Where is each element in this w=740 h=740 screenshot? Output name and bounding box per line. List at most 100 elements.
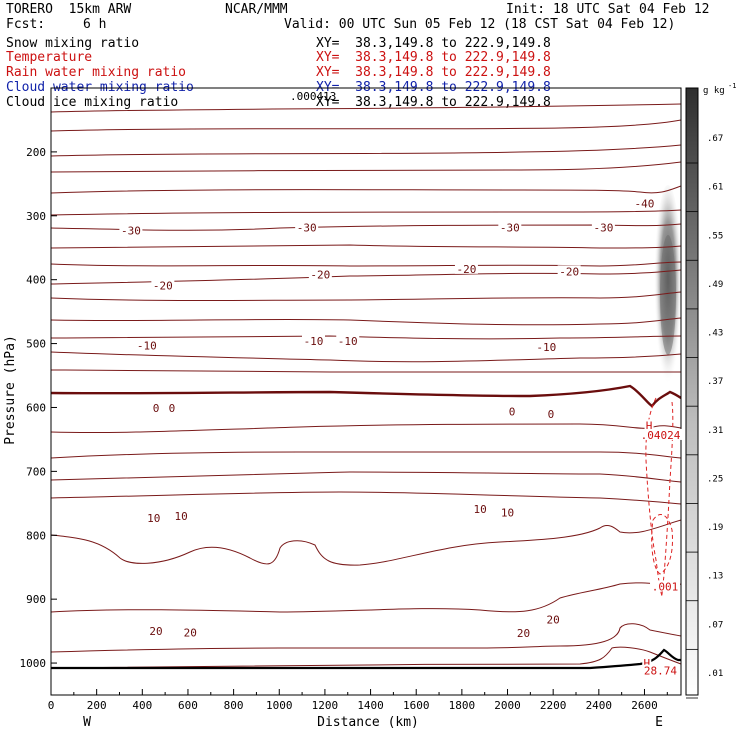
- isotherm-line: [51, 492, 681, 504]
- isotherm-label: 10: [474, 503, 487, 516]
- y-tick-label: 800: [26, 529, 46, 542]
- isotherm-label: 0: [153, 402, 160, 415]
- colorbar-unit-exponent: -1: [728, 82, 736, 90]
- isotherm-label: -10: [338, 335, 358, 348]
- isotherm-label: -10: [304, 335, 324, 348]
- surface-label: 28.74: [644, 665, 677, 678]
- isotherm-label: -20: [310, 269, 330, 282]
- isotherm-label: 10: [501, 506, 514, 519]
- y-tick-label: 400: [26, 274, 46, 287]
- isotherm-line: [51, 336, 681, 339]
- colorbar-label: .07: [707, 620, 723, 630]
- rain-contour-label: .04024: [641, 429, 681, 442]
- isotherm-line: [51, 452, 681, 458]
- west-label: W: [83, 715, 91, 730]
- colorbar-label: .43: [707, 329, 723, 339]
- isotherm-label: 0: [169, 402, 176, 415]
- y-tick-label: 900: [26, 593, 46, 606]
- isotherm-zero-line: [51, 386, 681, 406]
- isotherm-label: -10: [137, 339, 157, 352]
- contour-labels: -40 -30 -30 -30 -30 -20 -20 -20 -20 -10 -10 -10 -10 0…: [119, 198, 682, 678]
- y-tick-label: 600: [26, 401, 46, 414]
- colorbar: .01 .07 .13 .19 .25 .31 .37 .43 .49 .55 .61 .67: [686, 88, 723, 698]
- isotherm-line: [51, 472, 681, 482]
- rain-contour-label: .001: [652, 580, 679, 593]
- isotherm-line: [51, 318, 681, 325]
- isotherm-label: 20: [184, 626, 197, 639]
- snow-shading-core: [660, 235, 676, 355]
- isotherm-label: 0: [509, 405, 516, 418]
- isotherm-label: -20: [456, 263, 476, 276]
- colorbar-label: .31: [707, 426, 723, 436]
- isotherm-label: -30: [121, 224, 141, 237]
- x-tick-label: 1800: [449, 699, 476, 712]
- x-tick-label: 2200: [540, 699, 567, 712]
- isotherm-label: 20: [149, 625, 162, 638]
- x-tick-label: 1400: [357, 699, 384, 712]
- x-tick-label: 2600: [631, 699, 658, 712]
- isotherm-label: -30: [297, 221, 317, 234]
- isotherm-line: [51, 424, 681, 433]
- isotherm-label: 10: [174, 510, 187, 523]
- isotherm-line: [51, 262, 681, 266]
- cross-section-chart: 0 200 400 600 800 1000 1200 1400 1600 1800 2000 220…: [0, 0, 740, 740]
- colorbar-label: .37: [707, 377, 723, 387]
- colorbar-fill: [686, 88, 698, 695]
- colorbar-label: .61: [707, 183, 723, 193]
- y-tick-label: 200: [26, 146, 46, 159]
- isotherm-label: 20: [517, 627, 530, 640]
- isotherm-label: 10: [147, 512, 160, 525]
- x-tick-label: 1200: [312, 699, 339, 712]
- x-tick-label: 400: [132, 699, 152, 712]
- isotherm-label: -20: [153, 279, 173, 292]
- isotherm-line: [51, 370, 681, 372]
- x-tick-label: 2400: [586, 699, 613, 712]
- x-tick-label: 1000: [266, 699, 293, 712]
- isotherm-line: [51, 583, 681, 612]
- x-axis-title: Distance (km): [317, 715, 419, 730]
- x-axis: 0 200 400 600 800 1000 1200 1400 1600 1800 2000 220…: [48, 689, 668, 712]
- isotherm-line: [51, 520, 681, 565]
- isotherm-label: 20: [547, 614, 560, 627]
- isotherm-line: [51, 224, 681, 230]
- isotherm-label: 0: [548, 408, 555, 421]
- x-tick-label: 2000: [494, 699, 521, 712]
- isotherm-line: [51, 210, 681, 215]
- x-tick-label: 800: [224, 699, 244, 712]
- x-tick-label: 200: [87, 699, 107, 712]
- colorbar-label: .25: [707, 474, 723, 484]
- isotherm-line: [51, 104, 681, 112]
- isotherm-line: [51, 120, 681, 131]
- isotherm-label: -20: [559, 265, 579, 278]
- east-label: E: [655, 715, 663, 730]
- isotherm-line: [51, 292, 681, 301]
- y-tick-label: 500: [26, 338, 46, 351]
- isotherm-line: [51, 647, 681, 668]
- x-tick-label: 1600: [403, 699, 430, 712]
- y-tick-label: 700: [26, 465, 46, 478]
- x-tick-label: 600: [178, 699, 198, 712]
- colorbar-label: .19: [707, 523, 723, 533]
- isotherm-line: [51, 270, 681, 284]
- isotherm-line: [51, 162, 681, 172]
- colorbar-label: .49: [707, 280, 723, 290]
- isotherm-line: [51, 624, 681, 652]
- rain-contour: [652, 515, 673, 574]
- isotherm-label: -30: [593, 221, 613, 234]
- isotherm-line: [51, 145, 681, 156]
- colorbar-label: .55: [707, 231, 723, 241]
- isotherm-label: -30: [500, 221, 520, 234]
- y-tick-label: 1000: [20, 657, 47, 670]
- colorbar-label: .13: [707, 572, 723, 582]
- isotherm-line: [51, 245, 681, 248]
- y-axis-title: Pressure (hPa): [3, 335, 18, 445]
- colorbar-label: .67: [707, 134, 723, 144]
- y-tick-label: 300: [26, 210, 46, 223]
- x-tick-label: 0: [48, 699, 55, 712]
- isotherm-line: [51, 352, 681, 362]
- colorbar-unit: g kg: [703, 86, 725, 96]
- isotherm-line: [51, 186, 681, 193]
- isotherm-label: -10: [536, 341, 556, 354]
- isotherm-label: -40: [635, 198, 655, 211]
- colorbar-label: .01: [707, 669, 723, 679]
